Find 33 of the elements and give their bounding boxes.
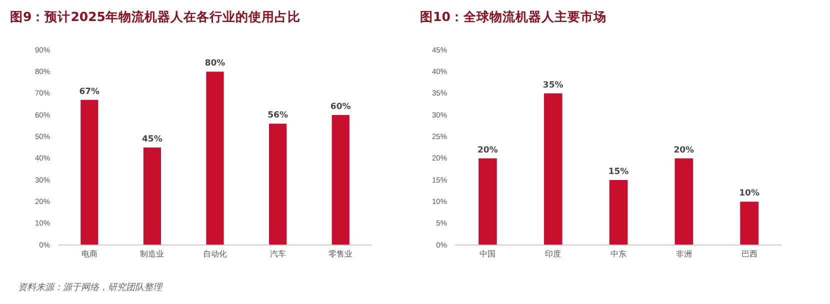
text: 资料来源：源于网络，研究团队整理: [18, 282, 163, 293]
x-tick-label: 零售业: [328, 250, 353, 259]
x-tick-label: 巴西: [741, 250, 758, 259]
bar: [269, 124, 287, 245]
x-tick-label: 自动化: [203, 250, 227, 259]
data-label: 67%: [79, 86, 100, 97]
x-tick-label: 中国: [480, 250, 496, 259]
data-label: 56%: [268, 110, 288, 121]
bar: [143, 148, 161, 245]
x-tick-label: 电商: [81, 250, 98, 259]
data-label: 15%: [608, 167, 630, 177]
bar: [206, 72, 224, 245]
data-label: 45%: [142, 134, 163, 144]
bar: [674, 158, 694, 245]
data-label: 10%: [739, 188, 760, 199]
x-tick-label: 制造业: [140, 250, 164, 259]
bar: [609, 180, 628, 245]
x-tick-label: 印度: [545, 250, 562, 259]
x-tick-label: 汽车: [270, 250, 286, 259]
x-tick-label: 中东: [610, 250, 626, 259]
data-label: 20%: [674, 145, 695, 156]
data-label: 80%: [204, 58, 226, 69]
bar: [332, 115, 350, 245]
bar: [740, 202, 758, 245]
chart-title: 图10：全球物流机器人主要市场: [420, 9, 606, 24]
data-label: 35%: [542, 80, 564, 90]
bar: [478, 158, 497, 245]
x-tick-label: 非洲: [676, 250, 692, 259]
bar: [544, 93, 562, 245]
bar: [80, 100, 98, 245]
chart-title: 图9：预计2025年物流机器人在各行业的使用占比: [10, 9, 300, 24]
data-label: 60%: [330, 102, 352, 112]
data-label: 20%: [478, 145, 498, 156]
